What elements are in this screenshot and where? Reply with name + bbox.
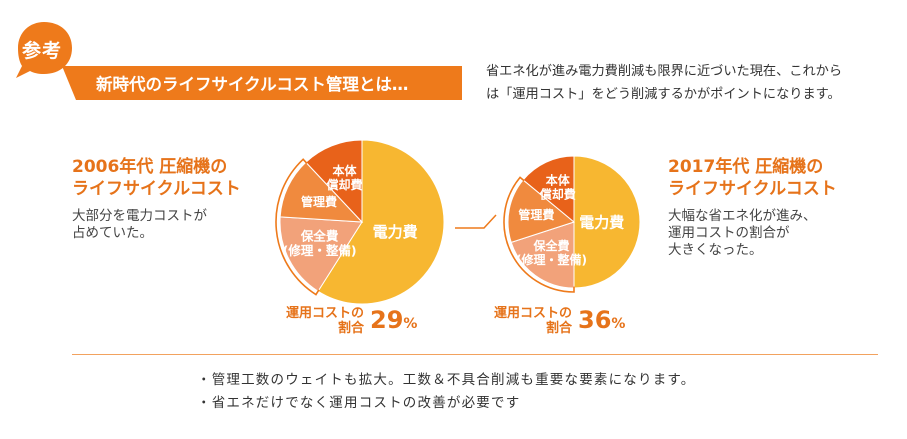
left-pie-slice (279, 161, 364, 223)
left-operating-cost-outline (275, 158, 320, 296)
left-pie-slice (317, 139, 445, 305)
right-title-line: 2017年代 圧縮機の (668, 157, 824, 177)
right-ratio-number: 36 (578, 306, 612, 334)
right-pie-slice (522, 155, 575, 224)
left-pie-slice (279, 216, 363, 292)
intro-line: 省エネ化が進み電力費削減も限界に近づいた現在、これから (486, 64, 843, 79)
left-pie-slice (305, 139, 363, 224)
right-ratio-label: 運用コストの 割合 (478, 306, 572, 336)
left-ratio-number: 29 (370, 306, 404, 334)
right-desc-line: 大きくなった。 (668, 242, 763, 258)
badge-shape-icon (16, 22, 72, 78)
left-desc-line: 占めていた。 (72, 225, 153, 241)
right-slice-label: 本体償却費 (539, 173, 576, 202)
right-operating-cost-outline (503, 176, 575, 293)
reference-badge: 参考 (8, 18, 76, 80)
bullet-item: ・省エネだけでなく運用コストの改善が必要です (197, 395, 521, 411)
right-pie-slice (573, 155, 641, 289)
right-description: 大幅な省エネ化が進み、 運用コストの割合が 大きくなった。 (668, 208, 817, 259)
left-slice-label: 管理費 (301, 194, 337, 209)
right-pie-slice (507, 179, 576, 244)
right-ratio-unit: % (611, 316, 626, 332)
left-title: 2006年代 圧縮機の ライフサイクルコスト (72, 156, 241, 200)
banner-notch-icon (62, 66, 76, 100)
left-description: 大部分を電力コストが 占めていた。 (72, 208, 207, 242)
left-slice-label: 保全費(修理・整備) (283, 229, 357, 259)
intro-text: 省エネ化が進み電力費削減も限界に近づいた現在、これから は「運用コスト」をどう削… (486, 60, 896, 106)
divider (72, 354, 878, 355)
left-title-line: ライフサイクルコスト (72, 179, 241, 199)
right-title-line: ライフサイクルコスト (668, 179, 837, 199)
left-ratio-label-line: 運用コストの (285, 306, 364, 321)
right-desc-line: 運用コストの割合が (668, 225, 790, 241)
right-desc-line: 大幅な省エネ化が進み、 (668, 208, 817, 224)
left-ratio-label: 運用コストの 割合 (270, 306, 364, 336)
right-ratio-label-line: 割合 (545, 321, 572, 336)
left-title-line: 2006年代 圧縮機の (72, 157, 228, 177)
right-ratio-label-line: 運用コストの (493, 306, 572, 321)
left-slice-label: 本体償却費 (325, 163, 362, 192)
left-ratio-label-line: 割合 (337, 321, 364, 336)
left-slice-label: 電力費 (373, 223, 418, 241)
right-slice-label: 管理費 (518, 207, 554, 222)
bullet-item: ・管理工数のウェイトも拡大。工数＆不具合削減も重要な要素になります。 (197, 372, 696, 388)
intro-line: は「運用コスト」をどう削減するかがポイントになります。 (486, 87, 841, 102)
right-slice-label: 電力費 (579, 213, 624, 231)
right-title: 2017年代 圧縮機の ライフサイクルコスト (668, 156, 837, 200)
right-slice-label: 保全費(修理・整備) (516, 238, 587, 267)
right-pie-slice (510, 221, 575, 289)
banner-title: 新時代のライフサイクルコスト管理とは… (96, 75, 409, 94)
left-ratio-unit: % (403, 316, 418, 332)
transition-arrow-icon (455, 214, 497, 229)
bullet-list: ・管理工数のウェイトも拡大。工数＆不具合削減も重要な要素になります。 ・省エネだ… (197, 369, 695, 415)
right-ratio-value: 36% (578, 306, 625, 334)
left-desc-line: 大部分を電力コストが (72, 208, 207, 224)
badge-label: 参考 (21, 39, 62, 62)
left-ratio-value: 29% (370, 306, 417, 334)
section-banner: 新時代のライフサイクルコスト管理とは… (76, 66, 462, 100)
